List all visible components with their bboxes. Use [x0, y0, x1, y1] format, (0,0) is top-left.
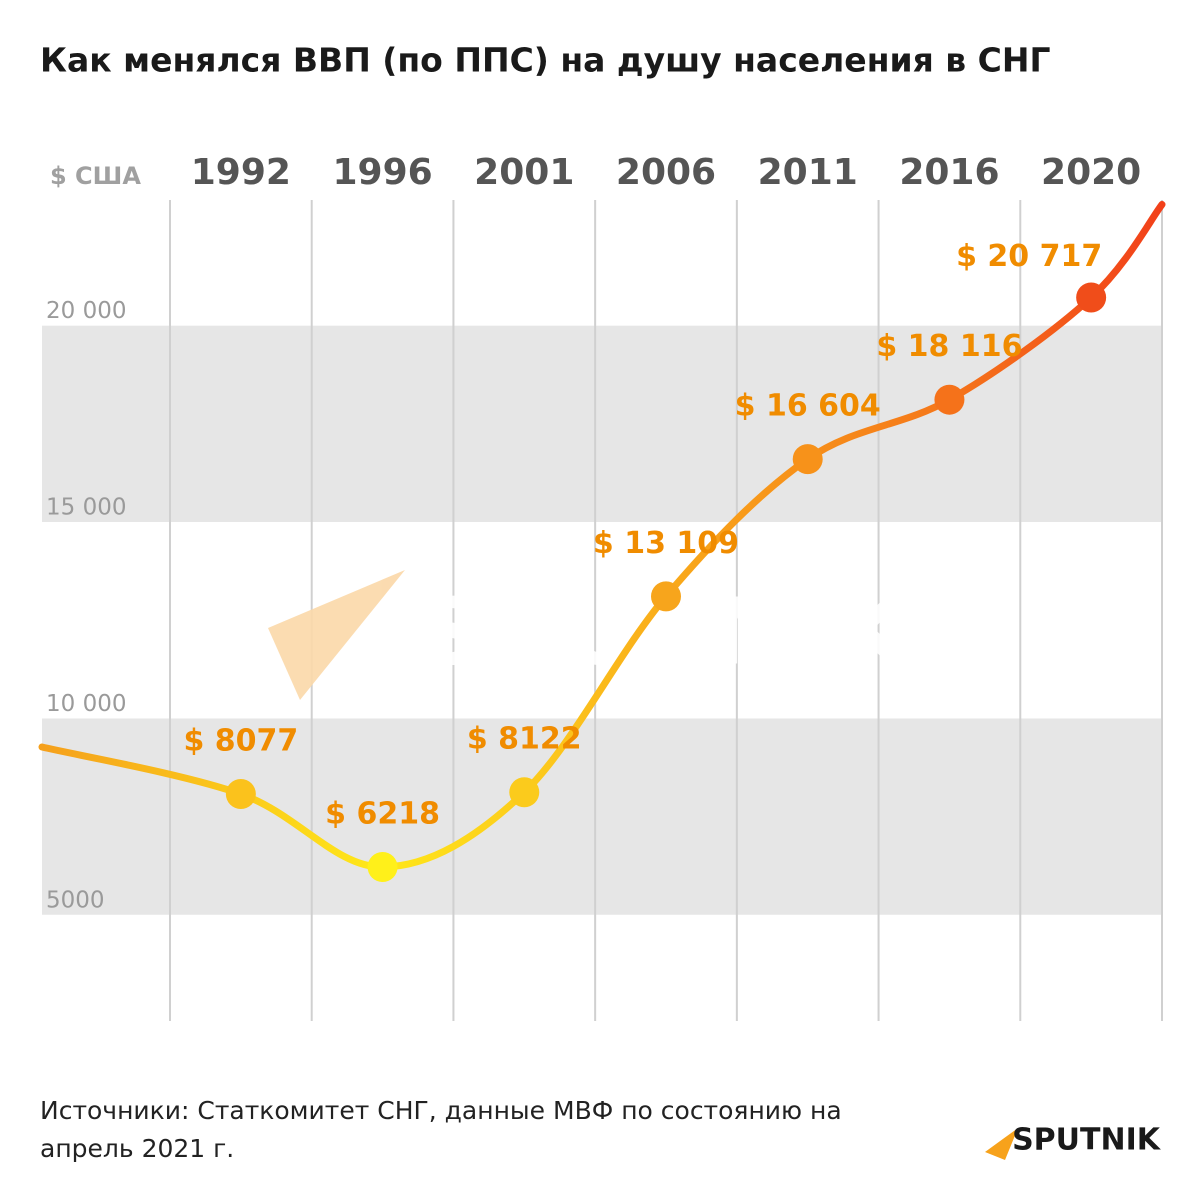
value-label: $ 16 604 — [735, 389, 881, 424]
data-point — [1076, 282, 1107, 313]
value-label: $ 13 109 — [593, 526, 739, 561]
data-point — [367, 852, 398, 883]
data-point — [225, 779, 256, 810]
y-tick-label: 20 000 — [46, 298, 126, 324]
y-tick-label: 10 000 — [46, 691, 126, 717]
x-tick-label: 2020 — [1041, 152, 1141, 193]
data-point — [509, 777, 540, 808]
x-tick-label: 2001 — [474, 152, 574, 193]
source-note: Источники: Статкомитет СНГ, данные МВФ п… — [40, 1096, 842, 1163]
band — [42, 325, 1162, 523]
x-tick-label: 1996 — [332, 152, 432, 193]
x-tick-label: 1992 — [191, 152, 291, 193]
data-point — [792, 444, 823, 475]
line-extension — [38, 743, 245, 798]
watermark-icon — [268, 570, 405, 700]
chart-title: Как менялся ВВП (по ППС) на душу населен… — [40, 41, 1051, 80]
data-point — [651, 581, 681, 612]
x-tick-label: 2006 — [616, 152, 716, 193]
value-label: $ 18 116 — [876, 329, 1022, 364]
y-unit: $ США — [50, 162, 141, 190]
value-label: $ 8122 — [467, 722, 582, 757]
x-tick-label: 2011 — [758, 152, 858, 193]
logo-icon — [985, 1128, 1018, 1160]
value-label: $ 6218 — [325, 797, 440, 832]
band — [42, 200, 1162, 326]
logo: SPUTNIK — [1012, 1123, 1162, 1158]
x-tick-label: 2016 — [899, 152, 999, 193]
data-point — [934, 384, 965, 415]
y-tick-label: 15 000 — [46, 495, 126, 521]
y-tick-label: 5000 — [46, 887, 105, 913]
line-extension — [1087, 201, 1166, 302]
band — [42, 914, 1162, 1017]
value-label: $ 20 717 — [956, 239, 1102, 274]
band — [42, 718, 1162, 915]
value-label: $ 8077 — [183, 724, 298, 759]
